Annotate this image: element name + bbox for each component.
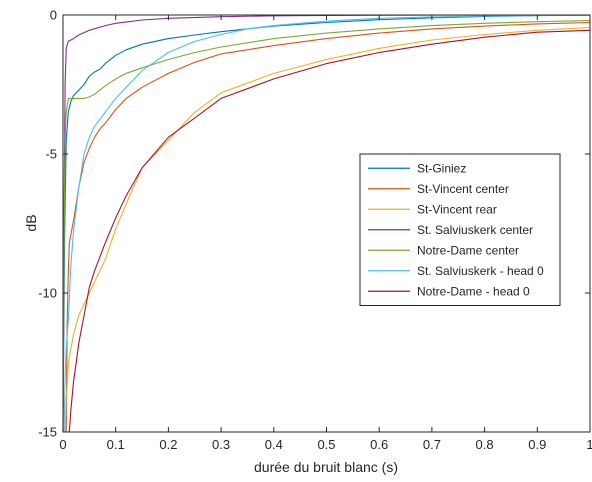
legend-label-5: Notre-Dame center	[417, 244, 519, 258]
x-tick-label: 0.1	[107, 437, 125, 452]
x-tick-label: 0	[59, 437, 66, 452]
ticks-layer: 0 0.1 0.2 0.3 0.4 0.5 0.6 0.7 0.8 0.9 1 0 -5 -10 -15	[38, 8, 592, 453]
legend-label-4: St. Salviuskerk center	[417, 223, 533, 237]
x-tick-label: 0.2	[159, 437, 177, 452]
x-tick-label: 0.4	[265, 437, 283, 452]
y-tick-label: -10	[38, 286, 57, 301]
series-line-7	[68, 29, 591, 433]
y-tick-label: 0	[50, 8, 57, 23]
series-line-6	[63, 14, 591, 433]
legend-label-1: St-Giniez	[417, 162, 466, 176]
series-line-5	[62, 20, 591, 433]
series-line-3	[64, 26, 591, 433]
series-line-2	[65, 21, 591, 433]
x-tick-label: 0.9	[528, 437, 546, 452]
legend-label-3: St-Vincent rear	[417, 203, 497, 217]
x-tick-label: 0.5	[317, 437, 335, 452]
legend-label-2: St-Vincent center	[417, 182, 509, 196]
x-tick-label: 0.7	[423, 437, 441, 452]
x-tick-label: 0.8	[476, 437, 494, 452]
legend: St-Giniez St-Vincent center St-Vincent rea…	[359, 153, 561, 306]
x-tick-label: 0.6	[370, 437, 388, 452]
legend-label-7: Notre-Dame - head 0	[417, 285, 530, 299]
legend-label-6: St. Salviuskerk - head 0	[417, 264, 544, 278]
series-line-4	[62, 14, 591, 433]
x-axis-label: durée du bruit blanc (s)	[254, 459, 398, 475]
series-layer	[62, 14, 591, 433]
y-axis-label: dB	[23, 214, 39, 231]
x-tick-label: 0.3	[212, 437, 230, 452]
x-tick-label: 1	[586, 437, 592, 452]
y-tick-label: -5	[45, 147, 57, 162]
y-tick-label: -15	[38, 425, 57, 440]
